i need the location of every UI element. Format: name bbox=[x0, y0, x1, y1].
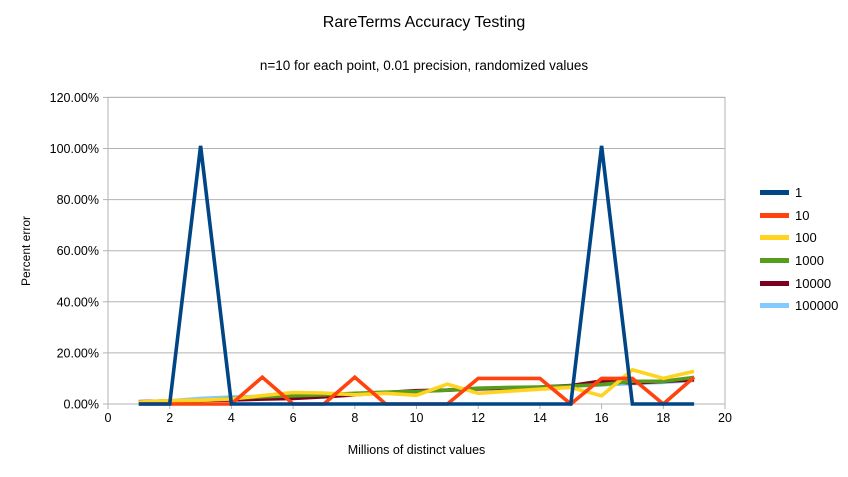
series-line-1 bbox=[138, 145, 695, 406]
legend-swatch-100000 bbox=[760, 303, 789, 309]
legend-label: 1 bbox=[795, 184, 803, 200]
chart-title: RareTerms Accuracy Testing bbox=[322, 14, 526, 31]
legend: 1 10 100 1000 10000 100000 bbox=[760, 181, 838, 317]
legend-item: 10000 bbox=[760, 272, 838, 295]
x-tick-label: 4 bbox=[228, 411, 235, 425]
legend-label: 1000 bbox=[795, 252, 824, 268]
legend-swatch-100 bbox=[760, 235, 789, 241]
y-tick-label: 40.00% bbox=[57, 295, 99, 309]
y-tick-label: 120.00% bbox=[50, 91, 99, 105]
legend-item: 100000 bbox=[760, 294, 838, 317]
legend-swatch-10 bbox=[760, 212, 789, 218]
legend-item: 100 bbox=[760, 226, 838, 249]
legend-label: 100000 bbox=[795, 298, 839, 314]
x-tick-label: 0 bbox=[105, 411, 112, 425]
y-tick-label: 100.00% bbox=[50, 142, 99, 156]
y-tick-label: 0.00% bbox=[64, 398, 99, 412]
y-axis-title: Percent error bbox=[19, 215, 33, 287]
legend-item: 1000 bbox=[760, 249, 838, 272]
x-tick-label: 6 bbox=[290, 411, 297, 425]
x-tick-label: 18 bbox=[656, 411, 670, 425]
y-tick-label: 80.00% bbox=[57, 193, 99, 207]
legend-swatch-1000 bbox=[760, 257, 789, 263]
x-tick-label: 14 bbox=[533, 411, 547, 425]
legend-item: 1 bbox=[760, 181, 838, 204]
y-tick-label: 20.00% bbox=[57, 346, 99, 360]
legend-swatch-1 bbox=[760, 189, 789, 195]
legend-swatch-10000 bbox=[760, 280, 789, 286]
x-axis-title: Millions of distinct values bbox=[347, 443, 486, 457]
legend-label: 10 bbox=[795, 207, 810, 223]
x-tick-label: 8 bbox=[351, 411, 358, 425]
chart-subtitle: n=10 for each point, 0.01 precision, ran… bbox=[259, 58, 589, 73]
x-tick-label: 20 bbox=[718, 411, 732, 425]
x-tick-label: 16 bbox=[595, 411, 609, 425]
y-tick-label: 60.00% bbox=[57, 244, 99, 258]
x-tick-label: 2 bbox=[166, 411, 173, 425]
legend-label: 100 bbox=[795, 230, 817, 246]
legend-item: 10 bbox=[760, 204, 838, 227]
legend-label: 10000 bbox=[795, 275, 832, 291]
x-tick-label: 10 bbox=[410, 411, 424, 425]
x-tick-label: 12 bbox=[471, 411, 485, 425]
